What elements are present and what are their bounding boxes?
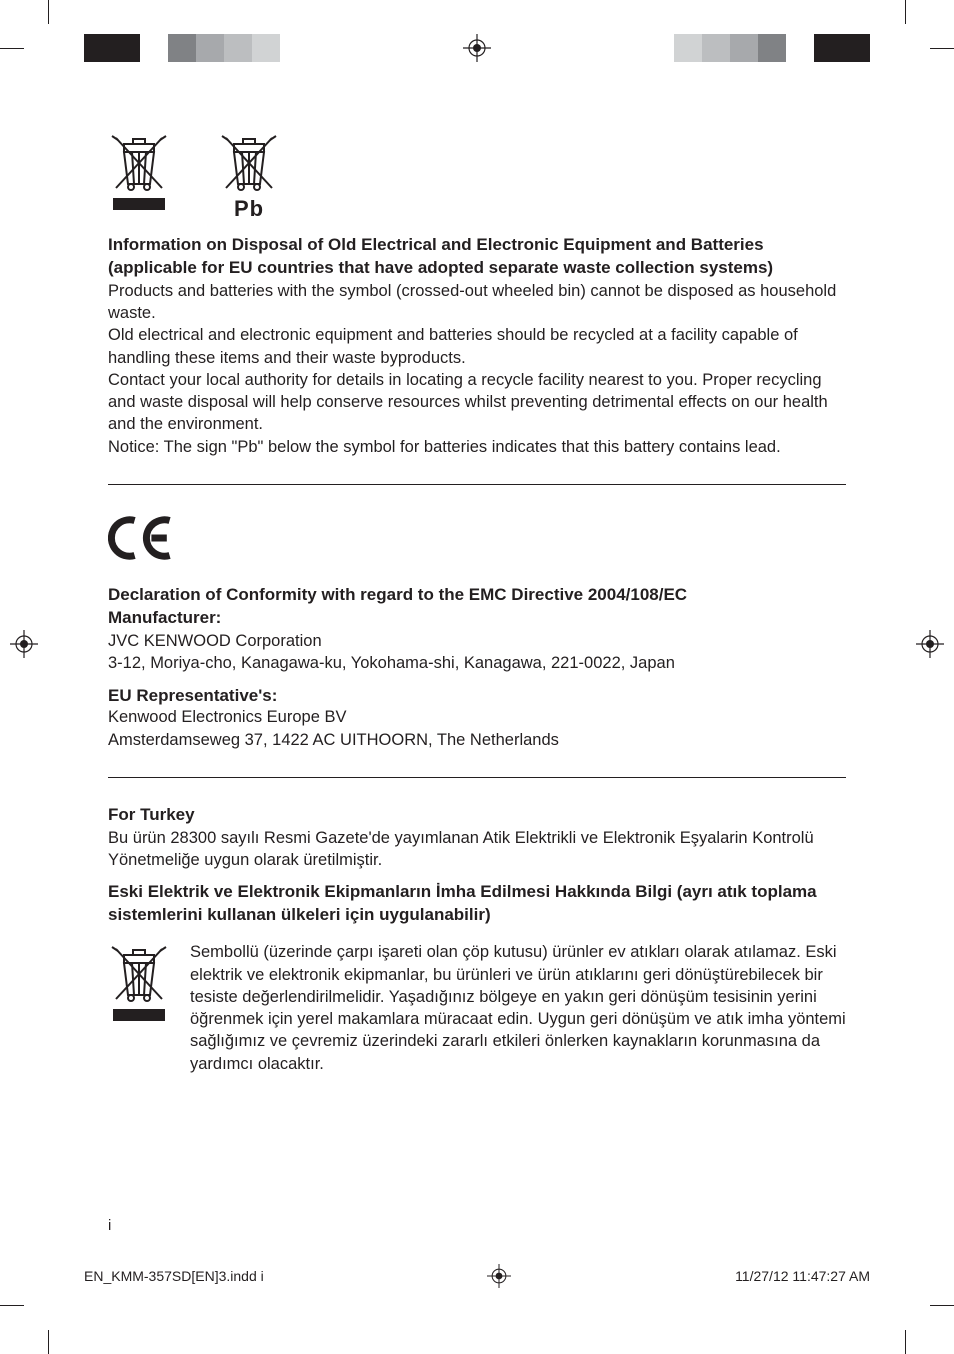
eu-rep-name: Kenwood Electronics Europe BV bbox=[108, 706, 846, 728]
crop-mark bbox=[930, 1305, 954, 1306]
manufacturer-name: JVC KENWOOD Corporation bbox=[108, 630, 846, 652]
color-swatch bbox=[758, 34, 786, 62]
color-swatch bbox=[842, 34, 870, 62]
registration-mark-icon bbox=[463, 34, 491, 62]
crop-mark bbox=[930, 48, 954, 49]
disposal-p2: Old electrical and electronic equipment … bbox=[108, 324, 846, 369]
disposal-heading: Information on Disposal of Old Electrica… bbox=[108, 234, 846, 280]
color-swatch bbox=[702, 34, 730, 62]
footer-file: EN_KMM-357SD[EN]3.indd i bbox=[84, 1268, 264, 1284]
turkey-body: Sembollü (üzerinde çarpı işareti olan çö… bbox=[190, 941, 846, 1075]
crop-mark bbox=[48, 0, 49, 24]
color-swatch bbox=[112, 34, 140, 62]
color-swatch bbox=[252, 34, 280, 62]
crop-mark bbox=[905, 1330, 906, 1354]
weee-bin-pb-icon: Pb bbox=[218, 130, 280, 222]
turkey-p1: Bu ürün 28300 sayılı Resmi Gazete'de yay… bbox=[108, 827, 846, 872]
disposal-p3: Contact your local authority for details… bbox=[108, 369, 846, 436]
weee-icons-row: Pb bbox=[108, 130, 846, 222]
eu-rep-addr: Amsterdamseweg 37, 1422 AC UITHOORN, The… bbox=[108, 729, 846, 751]
color-swatch bbox=[674, 34, 702, 62]
manufacturer-addr: 3-12, Moriya-cho, Kanagawa-ku, Yokohama-… bbox=[108, 652, 846, 674]
pb-label: Pb bbox=[234, 196, 264, 222]
page-number: i bbox=[108, 1217, 111, 1234]
registration-mark-icon bbox=[10, 630, 38, 658]
crop-mark bbox=[905, 0, 906, 24]
page-content: Pb Information on Disposal of Old Electr… bbox=[108, 130, 846, 1204]
registration-mark-icon bbox=[916, 630, 944, 658]
for-turkey-heading: For Turkey bbox=[108, 804, 846, 827]
crop-mark bbox=[0, 1305, 24, 1306]
color-swatch bbox=[140, 34, 168, 62]
registration-mark-icon bbox=[487, 1264, 511, 1288]
weee-bin-icon bbox=[108, 941, 170, 1075]
weee-bin-icon bbox=[108, 130, 170, 222]
ce-mark-icon bbox=[108, 511, 846, 570]
color-swatch bbox=[730, 34, 758, 62]
manufacturer-label: Manufacturer: bbox=[108, 607, 846, 630]
conformity-heading: Declaration of Conformity with regard to… bbox=[108, 584, 846, 607]
turkey-subheading: Eski Elektrik ve Elektronik Ekipmanların… bbox=[108, 881, 846, 927]
color-swatch bbox=[84, 34, 112, 62]
color-bar-left bbox=[84, 34, 280, 62]
divider bbox=[108, 484, 846, 485]
color-swatch bbox=[814, 34, 842, 62]
color-swatch bbox=[168, 34, 196, 62]
color-swatch bbox=[224, 34, 252, 62]
crop-mark bbox=[0, 48, 24, 49]
eu-rep-label: EU Representative's: bbox=[108, 686, 846, 706]
disposal-p1: Products and batteries with the symbol (… bbox=[108, 280, 846, 325]
disposal-p4: Notice: The sign "Pb" below the symbol f… bbox=[108, 436, 846, 458]
crop-mark bbox=[48, 1330, 49, 1354]
print-footer: EN_KMM-357SD[EN]3.indd i 11/27/12 11:47:… bbox=[84, 1264, 870, 1288]
divider bbox=[108, 777, 846, 778]
footer-timestamp: 11/27/12 11:47:27 AM bbox=[735, 1268, 870, 1284]
color-bar-right bbox=[674, 34, 870, 62]
color-swatch bbox=[196, 34, 224, 62]
color-swatch bbox=[786, 34, 814, 62]
